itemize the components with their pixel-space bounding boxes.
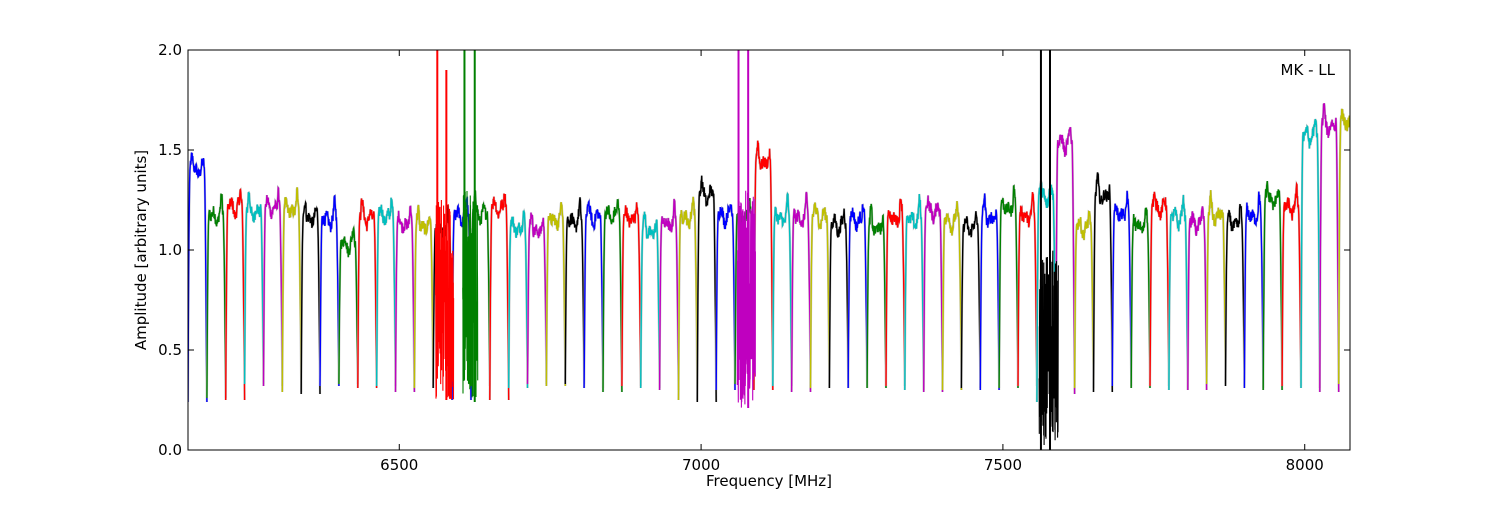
channel-line <box>923 195 944 393</box>
channel-line <box>413 204 434 389</box>
channel-line <box>772 192 793 387</box>
channel-line <box>1338 108 1350 385</box>
channel-line <box>828 208 849 389</box>
channel-line <box>357 198 378 389</box>
channel-line <box>658 198 680 391</box>
series-layer <box>188 50 1350 450</box>
ticks-layer: 6500 7000 7500 8000 0.0 0.5 1.0 1.5 2.0 <box>158 41 1350 474</box>
channel-line <box>885 198 906 387</box>
channel-line <box>281 187 302 393</box>
x-tick-label: 7000 <box>682 456 720 474</box>
channel-line <box>319 194 340 387</box>
channel-line <box>206 193 227 399</box>
channel-line <box>300 200 321 395</box>
channel-line <box>1319 103 1340 393</box>
channel-line <box>1092 172 1113 393</box>
channel-line <box>640 211 661 389</box>
channel-line <box>1073 210 1095 389</box>
channel-line <box>583 199 604 389</box>
channel-line <box>1055 126 1076 395</box>
y-tick-label: 2.0 <box>158 41 182 59</box>
channel-line <box>1262 181 1283 391</box>
y-axis-label: Amplitude [arbitrary units] <box>132 150 150 350</box>
channel-line <box>979 193 1000 391</box>
rfi-noise <box>1038 250 1059 446</box>
channel-line <box>526 212 548 385</box>
channel-line <box>375 197 397 387</box>
channel-line <box>1243 191 1264 389</box>
y-tick-label: 1.0 <box>158 241 182 259</box>
channel-line <box>394 205 416 393</box>
channel-line <box>1187 206 1208 391</box>
channel-line <box>960 211 981 389</box>
channel-line <box>809 202 831 389</box>
y-tick-label: 0.5 <box>158 341 182 359</box>
channel-line <box>847 203 868 389</box>
channel-line <box>188 152 208 403</box>
channel-line <box>696 175 717 403</box>
channel-line <box>1130 207 1151 389</box>
channel-line <box>1205 190 1227 385</box>
channel-line <box>941 201 963 391</box>
annotation-label: MK - LL <box>1281 61 1336 79</box>
x-tick-label: 7500 <box>984 456 1022 474</box>
channel-line <box>904 193 925 391</box>
channel-line <box>866 203 887 389</box>
channel-line <box>489 193 510 401</box>
channel-line <box>1300 118 1321 389</box>
channel-line <box>243 191 265 385</box>
x-tick-label: 8000 <box>1286 456 1324 474</box>
channel-line <box>225 188 246 401</box>
channel-line <box>677 196 698 401</box>
y-tick-label: 0.0 <box>158 441 182 459</box>
channel-line <box>451 196 472 401</box>
channel-line <box>790 191 812 393</box>
plot-background <box>188 50 1350 450</box>
channel-line <box>564 197 585 385</box>
channel-line <box>508 209 529 389</box>
channel-line <box>621 202 642 387</box>
x-tick-label: 6500 <box>380 456 418 474</box>
rfi-noise <box>434 199 455 400</box>
channel-line <box>602 198 623 393</box>
channel-line <box>1017 192 1038 387</box>
channel-line <box>338 225 359 385</box>
channel-line <box>715 203 736 391</box>
y-tick-label: 1.5 <box>158 141 182 159</box>
x-axis-label: Frequency [MHz] <box>706 472 832 490</box>
channel-line <box>545 201 566 387</box>
channel-line <box>753 140 774 391</box>
channel-line <box>1168 194 1189 391</box>
channel-line <box>1281 181 1302 387</box>
channel-line <box>1149 191 1170 387</box>
channel-line <box>1224 203 1246 387</box>
rfi-noise <box>736 190 756 408</box>
channel-line <box>1111 190 1132 387</box>
channel-line <box>262 185 283 387</box>
channel-line <box>998 184 1019 389</box>
